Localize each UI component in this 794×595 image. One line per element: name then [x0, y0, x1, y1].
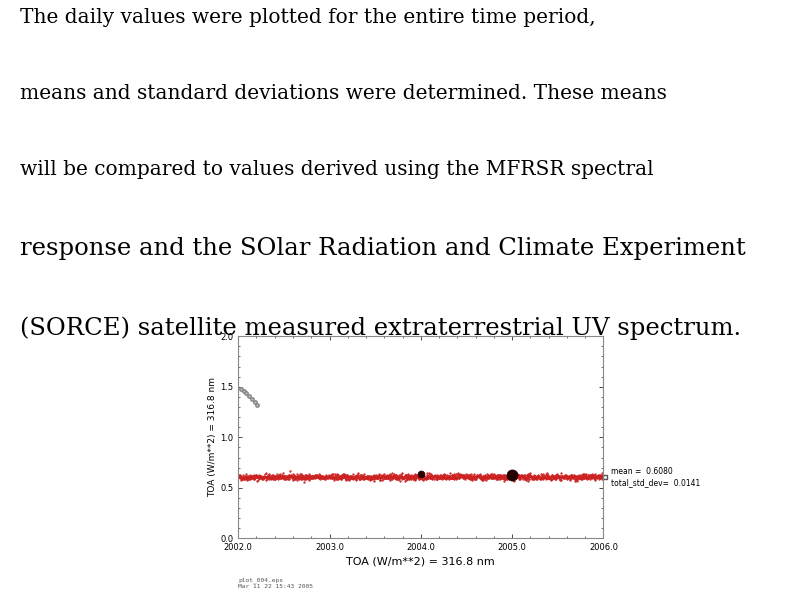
Text: The daily values were plotted for the entire time period,: The daily values were plotted for the en…	[20, 8, 596, 27]
Text: (SORCE) satellite measured extraterrestrial UV spectrum.: (SORCE) satellite measured extraterrestr…	[20, 316, 741, 340]
X-axis label: TOA (W/m**2) = 316.8 nm: TOA (W/m**2) = 316.8 nm	[346, 556, 495, 566]
Text: will be compared to values derived using the MFRSR spectral: will be compared to values derived using…	[20, 159, 653, 178]
Text: response and the SOlar Radiation and Climate Experiment: response and the SOlar Radiation and Cli…	[20, 237, 746, 260]
Text: mean =  0.6080
total_std_dev=  0.0141: mean = 0.6080 total_std_dev= 0.0141	[611, 467, 700, 487]
Text: plot_004.eps
Mar 11 22 15:43 2005: plot_004.eps Mar 11 22 15:43 2005	[238, 578, 313, 589]
Y-axis label: TOA (W/m**2) = 316.8 nm: TOA (W/m**2) = 316.8 nm	[209, 377, 218, 497]
Text: means and standard deviations were determined. These means: means and standard deviations were deter…	[20, 84, 666, 103]
